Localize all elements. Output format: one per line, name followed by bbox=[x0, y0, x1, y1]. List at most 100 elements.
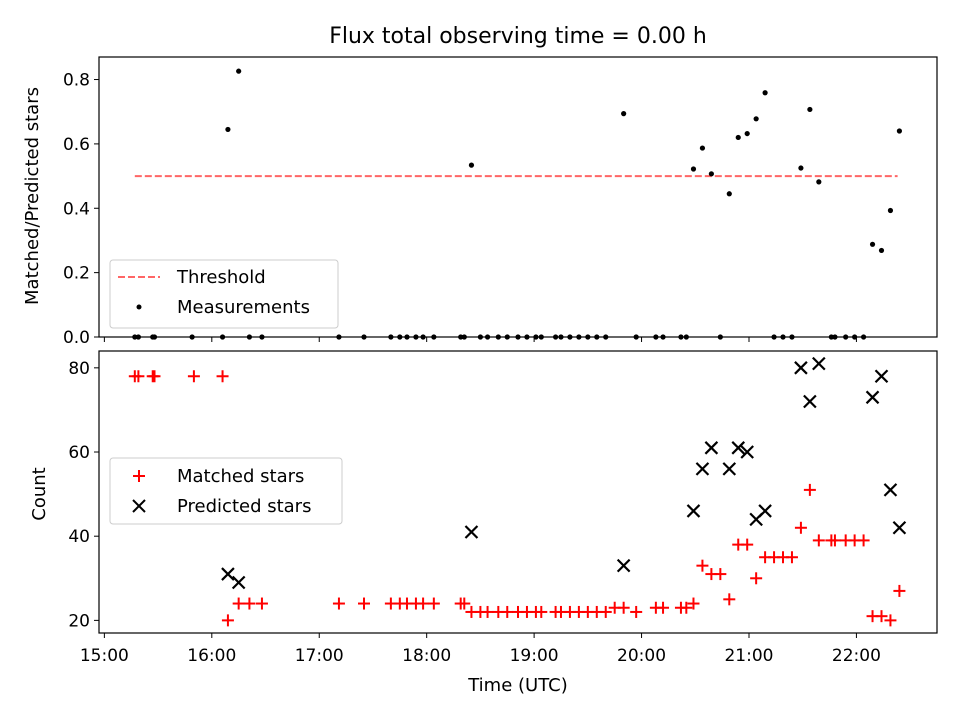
matched-star-marker bbox=[750, 572, 763, 585]
legend-matched-label: Matched stars bbox=[177, 466, 304, 487]
predicted-star-marker bbox=[722, 462, 737, 476]
matched-star-marker bbox=[216, 370, 229, 383]
top-ytick-label: 0.8 bbox=[63, 71, 90, 91]
matched-star-marker bbox=[232, 597, 245, 610]
matched-star-marker bbox=[680, 601, 693, 614]
predicted-marker-d2 bbox=[874, 369, 889, 384]
matched-star-marker bbox=[458, 597, 471, 610]
top-ytick-label: 0.4 bbox=[63, 199, 90, 219]
measurement-point bbox=[468, 162, 475, 168]
bottom-xtick-label: 18:00 bbox=[402, 646, 451, 666]
measurement-point bbox=[878, 247, 885, 254]
measurement-point bbox=[225, 126, 231, 133]
measurement-point bbox=[621, 111, 627, 117]
predicted-star-marker bbox=[794, 361, 808, 375]
top-legend: Threshold Measurements bbox=[109, 259, 339, 329]
bottom-ylabel: Count bbox=[29, 467, 50, 520]
predicted-marker-d2 bbox=[231, 575, 246, 590]
bottom-ytick-label: 80 bbox=[68, 359, 90, 379]
matched-star-marker bbox=[630, 605, 643, 618]
predicted-star-marker bbox=[892, 520, 907, 535]
top-legend-box bbox=[109, 259, 339, 329]
measurement-point bbox=[807, 106, 813, 113]
bottom-marks bbox=[128, 356, 907, 627]
predicted-marker-d2 bbox=[686, 504, 701, 518]
measurement-point bbox=[699, 145, 706, 151]
predicted-marker-d2 bbox=[883, 483, 898, 497]
top-panel: 0.0 0.2 0.4 0.6 0.8 Threshold Measurements M… bbox=[22, 56, 938, 348]
matched-star-marker bbox=[884, 614, 897, 627]
predicted-star-marker bbox=[231, 575, 246, 590]
top-axes: 0.0 0.2 0.4 0.6 0.8 bbox=[63, 56, 938, 348]
matched-star-marker bbox=[187, 370, 200, 383]
legend-predicted-swatch bbox=[132, 499, 146, 513]
matched-star-marker bbox=[132, 370, 145, 383]
predicted-marker-d2 bbox=[616, 558, 631, 573]
predicted-star-marker bbox=[731, 441, 746, 455]
legend-matched-swatch bbox=[133, 470, 145, 482]
matched-star-marker bbox=[794, 521, 807, 534]
predicted-marker-d2 bbox=[221, 567, 235, 581]
measurement-point bbox=[798, 165, 804, 171]
matched-star-marker bbox=[148, 370, 161, 383]
measurement-point bbox=[887, 207, 894, 214]
matched-star-marker bbox=[687, 597, 700, 610]
matched-star-marker bbox=[657, 601, 670, 614]
legend-measurements-label: Measurements bbox=[177, 297, 310, 318]
bottom-xlabel: Time (UTC) bbox=[467, 675, 568, 696]
matched-star-marker bbox=[417, 597, 430, 610]
predicted-star-marker bbox=[865, 390, 880, 405]
predicted-marker-d2 bbox=[803, 394, 817, 409]
measurement-point bbox=[236, 68, 242, 74]
predicted-star-marker bbox=[686, 504, 701, 518]
predicted-star-marker bbox=[704, 441, 719, 455]
matched-star-marker bbox=[332, 597, 345, 610]
predicted-star-marker bbox=[803, 394, 817, 409]
matched-star-marker bbox=[696, 559, 709, 572]
matched-star-marker bbox=[723, 593, 736, 606]
predicted-star-marker bbox=[883, 483, 898, 497]
matched-star-marker bbox=[599, 605, 612, 618]
matched-star-marker bbox=[481, 605, 494, 618]
bottom-xtick-label: 22:00 bbox=[832, 646, 881, 666]
predicted-star-marker bbox=[616, 558, 631, 573]
matched-star-marker bbox=[828, 534, 841, 547]
bottom-xtick-label: 20:00 bbox=[617, 646, 666, 666]
measurement-point bbox=[726, 191, 732, 197]
matched-star-marker bbox=[714, 568, 727, 581]
legend-threshold-label: Threshold bbox=[176, 267, 266, 288]
matched-star-marker bbox=[812, 534, 825, 547]
bottom-legend: Matched stars Predicted stars bbox=[109, 457, 343, 525]
predicted-star-marker bbox=[740, 445, 754, 459]
predicted-star-marker bbox=[874, 369, 889, 384]
top-ytick-label: 0.6 bbox=[63, 135, 90, 155]
predicted-marker-d2 bbox=[758, 504, 772, 518]
predicted-marker-d2 bbox=[722, 462, 737, 476]
predicted-marker-d2 bbox=[731, 441, 746, 455]
predicted-marker-d2 bbox=[464, 525, 479, 539]
predicted-star-marker bbox=[221, 567, 235, 581]
predicted-marker-d2 bbox=[812, 356, 826, 371]
matched-star-marker bbox=[358, 597, 371, 610]
bottom-legend-box bbox=[109, 457, 343, 525]
matched-star-marker bbox=[243, 597, 256, 610]
top-plot-frame bbox=[98, 56, 938, 338]
matched-star-marker bbox=[785, 551, 798, 564]
matched-star-marker bbox=[535, 605, 548, 618]
bottom-xtick-label: 15:00 bbox=[80, 646, 129, 666]
predicted-marker-d2 bbox=[704, 441, 719, 455]
top-ytick-label: 0.0 bbox=[63, 328, 90, 348]
bottom-ytick-label: 20 bbox=[68, 611, 90, 631]
predicted-marker-d2 bbox=[695, 462, 710, 476]
predicted-marker-d2 bbox=[892, 520, 907, 535]
measurement-point bbox=[869, 241, 876, 247]
bottom-plot-frame bbox=[98, 350, 938, 634]
chart-title: Flux total observing time = 0.00 h bbox=[329, 24, 707, 49]
bottom-xtick-label: 21:00 bbox=[724, 646, 773, 666]
measurement-point bbox=[735, 134, 741, 141]
predicted-star-marker bbox=[695, 462, 710, 476]
matched-star-marker bbox=[875, 610, 888, 623]
matched-star-marker bbox=[221, 614, 234, 627]
